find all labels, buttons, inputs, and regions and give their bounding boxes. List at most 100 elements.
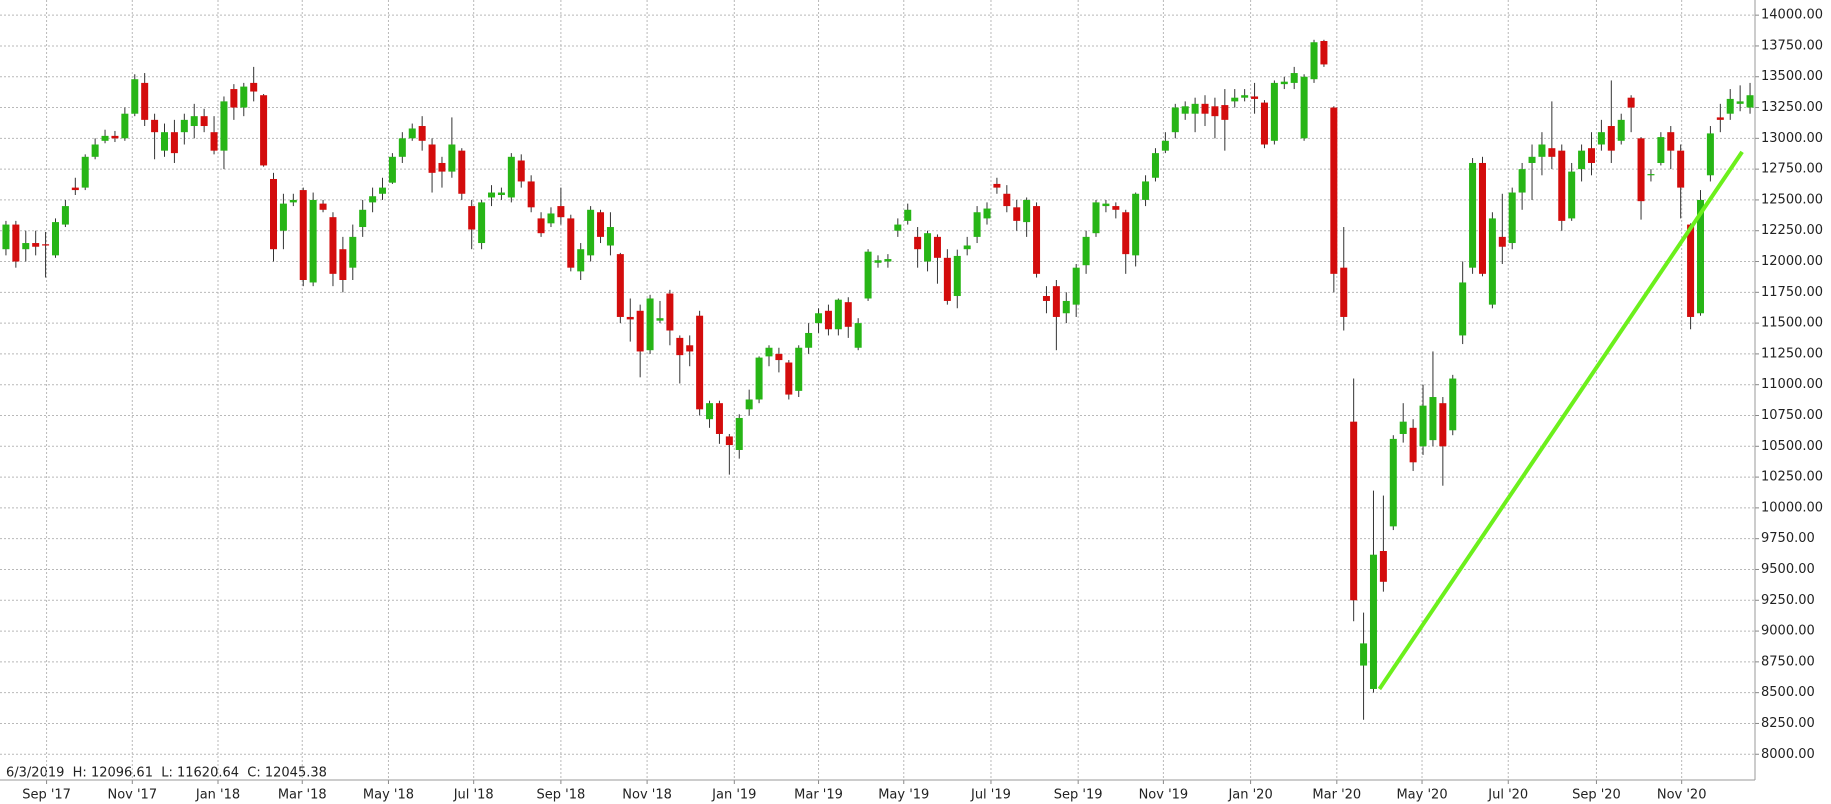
- candle-body: [1657, 137, 1665, 163]
- candle-body: [1320, 41, 1328, 65]
- candle-body: [32, 243, 40, 247]
- candle-body: [1736, 101, 1744, 104]
- candle-body: [270, 178, 278, 250]
- candle-body: [834, 299, 842, 330]
- candle-body: [1042, 296, 1050, 301]
- candle-body: [1310, 42, 1318, 80]
- candle-body: [448, 144, 456, 172]
- candle-body: [1360, 643, 1368, 666]
- candle-body: [418, 126, 426, 141]
- x-tick-label: Jan '19: [711, 788, 756, 803]
- candle-body: [745, 399, 753, 410]
- candle-body: [260, 95, 268, 166]
- candle-body: [71, 187, 79, 191]
- candle-body: [1340, 267, 1348, 317]
- candle-body: [1251, 96, 1259, 99]
- y-tick-label: 9250.00: [1761, 593, 1815, 608]
- candle-body: [220, 101, 228, 151]
- candle-body: [626, 316, 634, 320]
- candle-body: [1548, 148, 1556, 157]
- candle-body: [547, 213, 555, 224]
- candle-body: [953, 255, 961, 297]
- x-tick-label: Mar '20: [1312, 788, 1361, 803]
- candle-body: [983, 208, 991, 219]
- candle-body: [933, 236, 941, 258]
- candle-body: [646, 298, 654, 351]
- candle-body: [1270, 82, 1278, 141]
- candle-body: [1241, 95, 1249, 98]
- candle-body: [914, 236, 922, 250]
- x-tick-label: Nov '20: [1657, 788, 1707, 803]
- candle-body: [1558, 150, 1566, 221]
- x-tick-label: May '18: [363, 788, 414, 803]
- candle-body: [1726, 98, 1734, 114]
- x-tick-label: Mar '18: [278, 788, 327, 803]
- candle-body: [1706, 133, 1714, 176]
- y-tick-label: 8750.00: [1761, 654, 1815, 669]
- y-tick-label: 9000.00: [1761, 624, 1815, 639]
- candle-body: [101, 135, 109, 141]
- candle-body: [379, 187, 387, 194]
- candle-body: [488, 192, 496, 198]
- y-tick-label: 14000.00: [1761, 8, 1823, 23]
- y-tick-label: 8000.00: [1761, 747, 1815, 762]
- y-tick-label: 11000.00: [1761, 377, 1823, 392]
- candle-body: [61, 206, 69, 225]
- candle-body: [854, 323, 862, 348]
- candle-body: [1092, 202, 1100, 234]
- candle-body: [755, 357, 763, 400]
- candle-body: [349, 236, 357, 268]
- candle-body: [131, 79, 139, 114]
- x-tick-label: Sep '20: [1572, 788, 1621, 803]
- candle-body: [904, 209, 912, 221]
- x-tick-label: Sep '17: [22, 788, 71, 803]
- candle-body: [1538, 144, 1546, 157]
- candle-body: [458, 150, 466, 194]
- y-tick-label: 10750.00: [1761, 408, 1823, 423]
- candle-body: [805, 332, 813, 348]
- candle-body: [1459, 282, 1467, 336]
- candle-body: [1072, 267, 1080, 305]
- candle-body: [765, 347, 773, 357]
- candle-body: [1330, 107, 1338, 274]
- y-tick-label: 9750.00: [1761, 531, 1815, 546]
- candle-body: [51, 222, 59, 256]
- y-tick-label: 13500.00: [1761, 69, 1823, 84]
- candle-body: [1419, 405, 1427, 447]
- candle-body: [1300, 76, 1308, 139]
- candle-body: [864, 251, 872, 299]
- candle-body: [22, 243, 30, 250]
- candle-body: [527, 181, 535, 208]
- candle-body: [151, 119, 159, 133]
- y-tick-label: 12750.00: [1761, 162, 1823, 177]
- candle-body: [1102, 203, 1110, 207]
- candle-body: [121, 113, 129, 139]
- candle-body: [1597, 132, 1605, 145]
- candle-body: [1498, 236, 1506, 247]
- candle-body: [1687, 224, 1695, 317]
- candle-body: [1518, 169, 1526, 193]
- x-tick-label: Jul '19: [970, 788, 1011, 803]
- candle-body: [1181, 106, 1189, 114]
- candle-body: [240, 86, 248, 108]
- x-tick-label: Jan '18: [195, 788, 240, 803]
- x-tick-label: Mar '19: [794, 788, 843, 803]
- x-tick-label: Jan '20: [1227, 788, 1272, 803]
- candle-body: [735, 417, 743, 450]
- candle-body: [1161, 140, 1169, 151]
- candle-body: [1052, 286, 1060, 317]
- x-tick-label: Jul '20: [1487, 788, 1528, 803]
- candle-body: [1469, 162, 1477, 268]
- candle-body: [1350, 421, 1358, 601]
- y-tick-label: 12500.00: [1761, 192, 1823, 207]
- candle-body: [1013, 207, 1021, 221]
- candle-body: [1439, 403, 1447, 447]
- candle-body: [438, 162, 446, 172]
- candle-body: [319, 203, 327, 210]
- candle-body: [1568, 171, 1576, 219]
- status-text: 6/3/2019 H: 12096.61 L: 11620.64 C: 1204…: [6, 766, 327, 781]
- candle-body: [1696, 199, 1704, 314]
